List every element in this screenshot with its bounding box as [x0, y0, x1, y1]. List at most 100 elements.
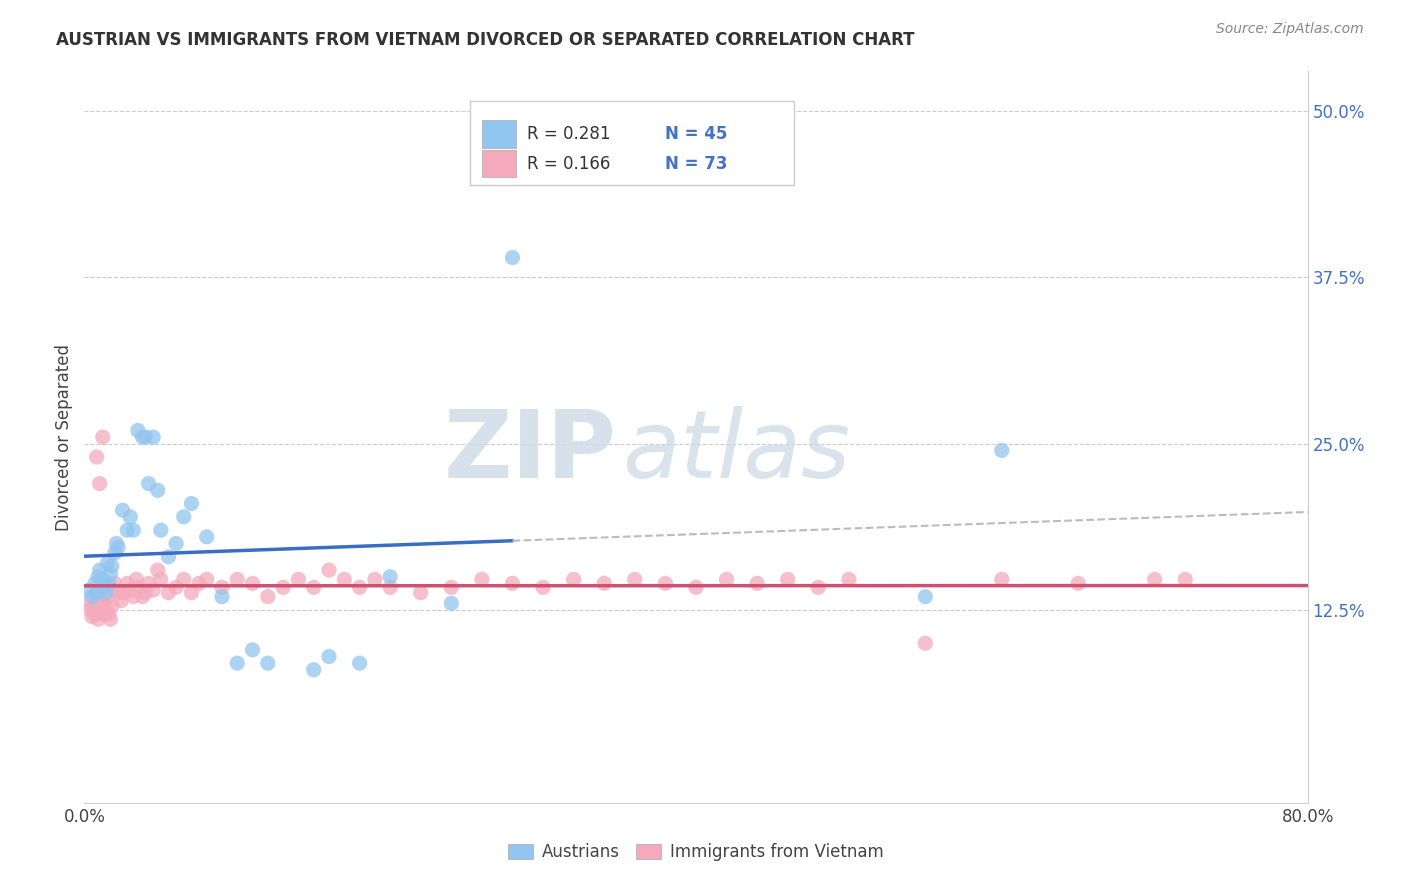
Point [120, 509, 142, 524]
Point [165, 536, 187, 550]
Point [211, 580, 233, 594]
Point [531, 580, 554, 594]
Point [302, 663, 325, 677]
Point [86, 450, 108, 464]
Bar [470, 101, 794, 185]
Y-axis label: Divorced or Separated: Divorced or Separated [55, 343, 73, 531]
Point [101, 599, 124, 613]
Point [90, 603, 112, 617]
Point [287, 573, 309, 587]
Point [122, 523, 145, 537]
Point [165, 580, 187, 594]
Point [914, 636, 936, 650]
Legend: Austrians, Immigrants from Vietnam: Austrians, Immigrants from Vietnam [502, 837, 890, 868]
Point [98, 567, 121, 582]
Point [112, 585, 135, 599]
Point [115, 576, 138, 591]
Point [302, 580, 325, 594]
Point [125, 573, 148, 587]
Point [80, 590, 103, 604]
Point [380, 570, 402, 584]
Point [157, 549, 180, 564]
Point [211, 590, 233, 604]
Text: AUSTRIAN VS IMMIGRANTS FROM VIETNAM DIVORCED OR SEPARATED CORRELATION CHART: AUSTRIAN VS IMMIGRANTS FROM VIETNAM DIVO… [56, 31, 915, 49]
Point [349, 656, 371, 670]
Point [97, 576, 120, 591]
Text: N = 45: N = 45 [665, 125, 728, 144]
Point [157, 585, 180, 599]
Point [440, 580, 463, 594]
Point [747, 576, 769, 591]
Point [471, 573, 494, 587]
Point [91, 430, 114, 444]
Point [105, 536, 128, 550]
Point [807, 580, 830, 594]
Point [318, 649, 340, 664]
Text: R = 0.281: R = 0.281 [527, 125, 610, 144]
Text: N = 73: N = 73 [665, 154, 728, 172]
Point [91, 596, 114, 610]
Point [257, 590, 280, 604]
Point [173, 509, 195, 524]
Point [101, 559, 124, 574]
Point [173, 573, 195, 587]
Point [98, 612, 121, 626]
Point [226, 573, 249, 587]
Point [333, 573, 356, 587]
Point [318, 563, 340, 577]
Point [838, 573, 860, 587]
Point [1067, 576, 1090, 591]
Point [96, 557, 118, 571]
Point [84, 607, 107, 621]
Point [180, 585, 202, 599]
Point [131, 430, 153, 444]
Point [364, 573, 387, 587]
Point [89, 476, 111, 491]
Point [87, 612, 110, 626]
Point [135, 585, 157, 599]
Point [914, 590, 936, 604]
Point [1174, 573, 1197, 587]
Point [94, 599, 117, 613]
Point [242, 576, 264, 591]
Point [127, 424, 149, 438]
Point [149, 573, 172, 587]
Point [86, 585, 108, 599]
Point [349, 580, 371, 594]
Point [149, 523, 172, 537]
Point [79, 603, 101, 617]
Point [716, 573, 738, 587]
Point [146, 483, 169, 498]
Point [624, 573, 647, 587]
Point [1143, 573, 1166, 587]
Point [142, 582, 165, 597]
Point [107, 585, 129, 599]
Point [87, 570, 110, 584]
Point [180, 497, 202, 511]
Point [93, 579, 115, 593]
Point [103, 582, 125, 597]
Point [991, 573, 1014, 587]
Point [654, 576, 676, 591]
Point [685, 580, 707, 594]
Point [104, 546, 127, 560]
Point [271, 580, 294, 594]
Point [94, 585, 117, 599]
Point [226, 656, 249, 670]
Point [195, 573, 218, 587]
Point [86, 596, 108, 610]
Point [257, 656, 280, 670]
Point [83, 599, 105, 613]
Point [776, 573, 799, 587]
Point [242, 643, 264, 657]
Point [107, 541, 129, 555]
Point [120, 582, 142, 597]
Point [138, 476, 160, 491]
Point [593, 576, 616, 591]
Text: Source: ZipAtlas.com: Source: ZipAtlas.com [1216, 22, 1364, 37]
Text: R = 0.166: R = 0.166 [527, 154, 610, 172]
Point [409, 585, 432, 599]
Point [84, 576, 107, 591]
Point [89, 563, 111, 577]
Point [131, 590, 153, 604]
